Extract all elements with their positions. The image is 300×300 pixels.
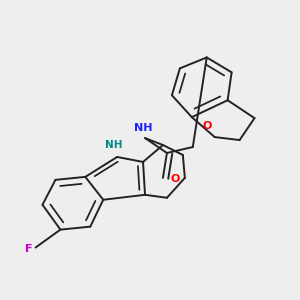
Text: NH: NH xyxy=(134,123,153,133)
Text: O: O xyxy=(202,121,212,131)
Text: F: F xyxy=(25,244,32,254)
Text: O: O xyxy=(170,174,180,184)
Text: NH: NH xyxy=(105,140,123,150)
